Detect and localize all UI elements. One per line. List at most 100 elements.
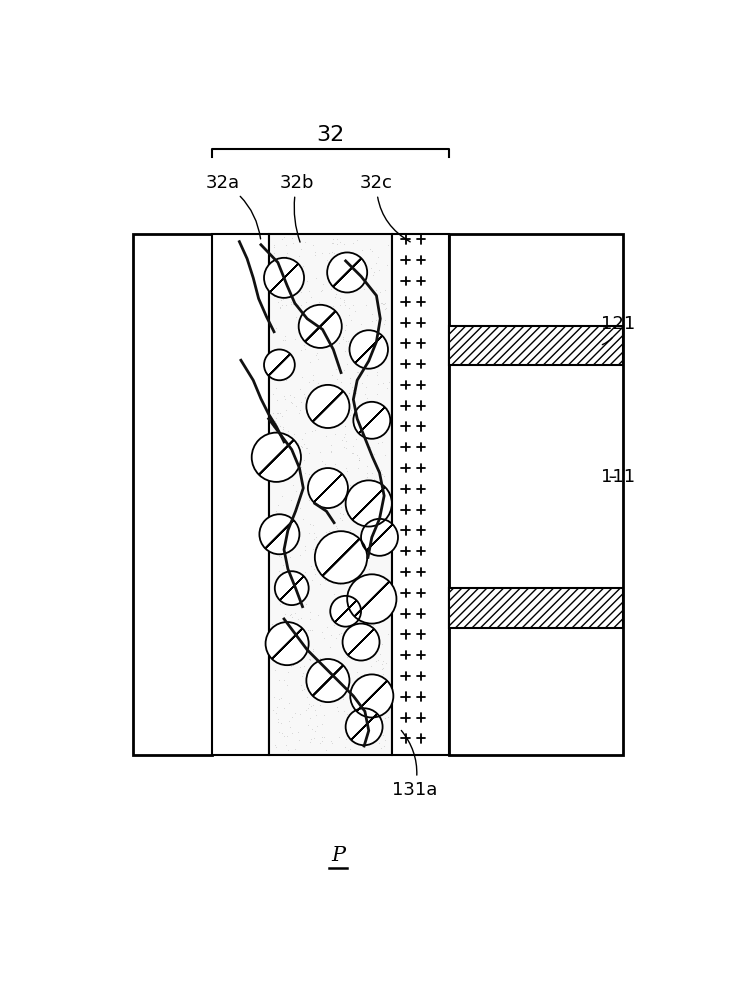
Point [279, 391, 291, 407]
Point [354, 358, 366, 374]
Point [381, 528, 393, 544]
Point [374, 295, 386, 311]
Point [312, 651, 323, 667]
Point [364, 680, 375, 696]
Point [325, 443, 337, 459]
Point [370, 603, 382, 619]
Point [277, 268, 288, 284]
Point [353, 692, 364, 708]
Point [339, 317, 351, 333]
Point [318, 651, 329, 667]
Point [354, 589, 366, 605]
Point [337, 331, 349, 347]
Point [277, 426, 289, 442]
Point [270, 652, 282, 668]
Point [324, 402, 336, 418]
Point [296, 431, 307, 447]
Point [372, 376, 384, 392]
Point [378, 316, 390, 332]
Point [304, 696, 315, 712]
Point [310, 473, 322, 489]
Point [285, 394, 296, 410]
Point [272, 714, 283, 730]
Point [377, 512, 389, 528]
Point [326, 540, 338, 556]
Point [372, 249, 384, 265]
Point [310, 662, 322, 678]
Point [367, 323, 379, 339]
Point [372, 652, 383, 668]
Point [367, 267, 379, 283]
Point [307, 517, 319, 533]
Point [340, 387, 352, 403]
Point [279, 347, 291, 363]
Point [379, 282, 391, 298]
Point [344, 375, 356, 391]
Point [272, 294, 283, 310]
Point [342, 394, 353, 410]
Point [304, 445, 315, 461]
Point [347, 568, 359, 584]
Point [361, 458, 373, 474]
Point [358, 651, 369, 667]
Point [296, 439, 308, 455]
Point [354, 568, 366, 584]
Point [320, 379, 331, 395]
Point [348, 274, 360, 290]
Point [325, 678, 337, 694]
Point [280, 619, 292, 635]
Point [304, 374, 315, 390]
Point [353, 450, 365, 466]
Point [318, 539, 329, 555]
Point [355, 720, 366, 736]
Point [316, 282, 328, 298]
Point [328, 262, 340, 278]
Point [363, 411, 374, 427]
Point [358, 666, 370, 682]
Point [304, 651, 315, 667]
Point [300, 440, 312, 456]
Point [283, 284, 294, 300]
Point [309, 329, 320, 345]
Point [280, 631, 291, 647]
Point [269, 259, 281, 275]
Point [269, 527, 281, 543]
Point [361, 323, 373, 339]
Point [345, 370, 356, 386]
Point [323, 639, 335, 655]
Point [310, 707, 321, 723]
Point [377, 337, 389, 353]
Point [325, 733, 337, 749]
Point [286, 395, 298, 411]
Point [285, 535, 296, 551]
Point [361, 367, 372, 383]
Point [371, 493, 383, 509]
Point [326, 367, 337, 383]
Point [339, 426, 351, 442]
Point [283, 348, 294, 364]
Point [277, 421, 289, 437]
Point [326, 627, 337, 643]
Point [379, 594, 391, 610]
Circle shape [361, 519, 398, 556]
Point [353, 452, 365, 468]
Point [357, 514, 369, 530]
Point [293, 525, 304, 541]
Point [287, 657, 299, 673]
Point [358, 254, 370, 270]
Point [294, 706, 306, 722]
Point [341, 649, 353, 665]
Point [335, 387, 347, 403]
Point [302, 332, 314, 348]
Point [310, 422, 321, 438]
Point [371, 495, 383, 511]
Point [318, 630, 330, 646]
Point [359, 687, 371, 703]
Point [327, 536, 339, 552]
Point [340, 406, 352, 422]
Point [308, 525, 320, 541]
Point [355, 316, 366, 332]
Point [344, 522, 356, 538]
Point [377, 660, 389, 676]
Point [327, 298, 339, 314]
